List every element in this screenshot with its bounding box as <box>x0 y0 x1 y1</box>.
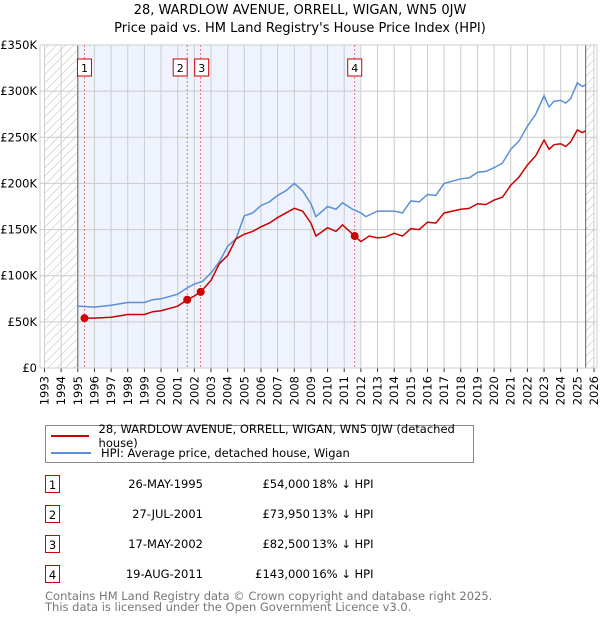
x-tick-label: 2014 <box>387 376 401 405</box>
x-tick-label: 1994 <box>54 376 68 405</box>
sale-label-box <box>76 58 92 77</box>
y-tick-label: £100K <box>0 269 37 283</box>
x-tick-label: 2022 <box>520 376 534 405</box>
y-tick-label: £250K <box>0 130 37 144</box>
sale-date: 27-JUL-2001 <box>132 507 203 521</box>
x-tick-label: 2002 <box>187 376 201 405</box>
x-tick-label: 2005 <box>237 376 251 405</box>
x-tick-label: 1999 <box>137 376 151 405</box>
y-tick-label: £300K <box>0 84 37 98</box>
x-tick-label: 2010 <box>321 376 335 405</box>
x-tick-label: 2003 <box>204 376 218 405</box>
sale-label: 4 <box>351 62 358 75</box>
sale-price: £82,500 <box>262 537 310 551</box>
sale-price: £143,000 <box>255 567 310 581</box>
x-tick-label: 2021 <box>504 376 518 405</box>
sale-row: 2 27-JUL-2001 £73,950 13% ↓ HPI <box>45 505 465 523</box>
sale-hpi-diff: 13% ↓ HPI <box>312 537 374 551</box>
sale-label: 3 <box>198 62 205 75</box>
sale-date: 26-MAY-1995 <box>128 477 203 491</box>
footer-licence: This data is licensed under the Open Gov… <box>45 600 412 614</box>
hpi-line <box>77 81 587 308</box>
x-tick-label: 1998 <box>121 376 135 405</box>
price-chart: 1993 1994 1995 1996 1997 1998 1999 2000 2001 2002… <box>0 38 600 405</box>
sale-number: 3 <box>45 535 60 553</box>
sale-label-box <box>172 58 188 77</box>
sale-label-box <box>194 58 210 77</box>
x-tick-label: 2007 <box>271 376 285 405</box>
sale-price: £73,950 <box>262 507 310 521</box>
sale-hpi-diff: 18% ↓ HPI <box>312 477 374 491</box>
x-tick-label: 2013 <box>371 376 385 405</box>
sale-point <box>196 287 205 296</box>
x-tick-label: 2011 <box>337 376 351 405</box>
sale-hpi-diff: 16% ↓ HPI <box>312 567 374 581</box>
legend: 28, WARDLOW AVENUE, ORRELL, WIGAN, WN5 0… <box>45 422 474 463</box>
sale-point <box>183 295 192 304</box>
y-tick-label: £150K <box>0 223 37 237</box>
x-tick-label: 2006 <box>254 376 268 405</box>
x-tick-label: 2017 <box>437 376 451 405</box>
x-tick-label: 2025 <box>570 376 584 405</box>
sale-point <box>80 314 89 323</box>
x-tick-label: 2015 <box>404 376 418 405</box>
x-tick-label: 2004 <box>221 376 235 405</box>
plot-border <box>39 44 598 369</box>
x-tick-label: 2024 <box>554 376 568 405</box>
sale-number: 2 <box>45 505 60 523</box>
sale-label: 2 <box>177 62 184 75</box>
sale-number: 4 <box>45 565 60 583</box>
x-tick-label: 2018 <box>454 376 468 405</box>
x-tick-label: 2000 <box>154 376 168 405</box>
sale-row: 1 26-MAY-1995 £54,000 18% ↓ HPI <box>45 475 465 493</box>
y-tick-label: £50K <box>8 315 38 329</box>
sale-label-box <box>347 58 363 77</box>
y-tick-label: £200K <box>0 176 37 190</box>
x-tick-label: 2026 <box>587 376 600 405</box>
legend-swatch-property <box>51 435 89 437</box>
legend-label-hpi: HPI: Average price, detached house, Wiga… <box>101 446 350 460</box>
sale-price: £54,000 <box>262 477 310 491</box>
y-tick-label: £0 <box>22 361 37 375</box>
x-tick-label: 2001 <box>171 376 185 405</box>
x-tick-label: 2012 <box>354 376 368 405</box>
chart-title: 28, WARDLOW AVENUE, ORRELL, WIGAN, WN5 0… <box>133 3 467 18</box>
legend-label-property: 28, WARDLOW AVENUE, ORRELL, WIGAN, WN5 0… <box>98 422 455 450</box>
chart-subtitle: Price paid vs. HM Land Registry's House … <box>114 21 486 36</box>
sale-row: 3 17-MAY-2002 £82,500 13% ↓ HPI <box>45 535 465 553</box>
sale-date: 17-MAY-2002 <box>128 537 203 551</box>
hatched-range <box>585 45 594 368</box>
x-tick-label: 2019 <box>470 376 484 405</box>
legend-swatch-hpi <box>51 452 91 454</box>
shaded-ownership-range <box>77 45 361 368</box>
x-tick-label: 2023 <box>537 376 551 405</box>
y-tick-label: £350K <box>0 38 37 52</box>
sale-date: 19-AUG-2011 <box>125 567 203 581</box>
x-tick-label: 2009 <box>304 376 318 405</box>
x-tick-label: 1997 <box>104 376 118 405</box>
x-tick-label: 1995 <box>71 376 85 405</box>
sale-number: 1 <box>45 475 60 493</box>
sale-hpi-diff: 13% ↓ HPI <box>312 507 374 521</box>
x-tick-label: 2008 <box>287 376 301 405</box>
x-tick-label: 1996 <box>87 376 101 405</box>
footer-copyright: Contains HM Land Registry data © Crown c… <box>45 589 493 603</box>
sale-row: 4 19-AUG-2011 £143,000 16% ↓ HPI <box>45 565 465 583</box>
x-tick-label: 2016 <box>420 376 434 405</box>
x-tick-label: 1993 <box>38 376 52 405</box>
sale-point <box>350 232 359 241</box>
x-tick-label: 2020 <box>487 376 501 405</box>
sale-label: 1 <box>81 62 88 75</box>
